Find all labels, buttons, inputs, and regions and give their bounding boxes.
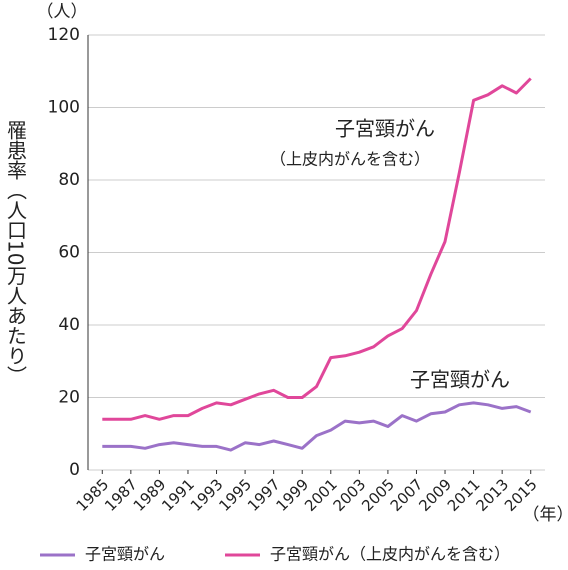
- x-tick-label: 2009: [415, 475, 455, 515]
- legend-label: 子宮頸がん: [85, 545, 165, 564]
- x-tick-label: 2003: [330, 475, 370, 515]
- y-axis-label: 罹患率（人口10万人あたり）: [4, 120, 28, 385]
- y-tick-label: 80: [58, 170, 80, 190]
- x-tick-label: 1991: [158, 475, 198, 515]
- y-tick-label: 20: [58, 388, 80, 408]
- annotation: 子宮頸がん: [335, 117, 435, 141]
- x-tick-label: 2005: [358, 475, 398, 515]
- series-line: [102, 401, 532, 452]
- x-tick-label: 1985: [73, 475, 113, 515]
- annotation: 子宮頸がん: [410, 368, 510, 392]
- x-tick-label: 2007: [387, 475, 427, 515]
- y-tick-label: 100: [48, 98, 80, 118]
- y-unit: （人）: [37, 2, 88, 22]
- x-tick-label: 1987: [101, 475, 141, 515]
- annotation: （上皮内がんを含む）: [270, 150, 430, 169]
- x-unit: （年）: [523, 505, 568, 525]
- y-tick-label: 0: [69, 460, 80, 480]
- y-tick-label: 120: [48, 25, 80, 45]
- x-tick-label: 1995: [215, 475, 255, 515]
- y-tick-label: 60: [58, 243, 80, 263]
- x-tick-label: 2013: [472, 475, 512, 515]
- x-tick-label: 1989: [130, 475, 170, 515]
- x-tick-label: 1999: [272, 475, 312, 515]
- x-tick-label: 2001: [301, 475, 341, 515]
- x-tick-label: 1997: [244, 475, 284, 515]
- legend-label: 子宮頸がん（上皮内がんを含む）: [270, 545, 510, 564]
- x-tick-label: 2011: [444, 475, 484, 515]
- series-line: [102, 77, 532, 421]
- x-tick-label: 1993: [187, 475, 227, 515]
- y-tick-label: 40: [58, 315, 80, 335]
